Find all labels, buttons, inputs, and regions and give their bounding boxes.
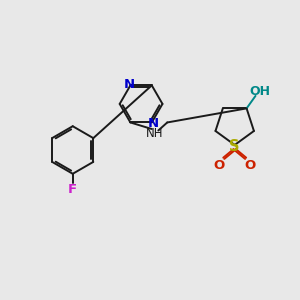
- Text: OH: OH: [250, 85, 271, 98]
- Text: N: N: [148, 117, 159, 130]
- Text: O: O: [244, 159, 256, 172]
- Text: N: N: [123, 78, 134, 91]
- Text: F: F: [68, 183, 77, 196]
- Text: O: O: [214, 159, 225, 172]
- Text: NH: NH: [146, 127, 163, 140]
- Text: S: S: [230, 139, 240, 154]
